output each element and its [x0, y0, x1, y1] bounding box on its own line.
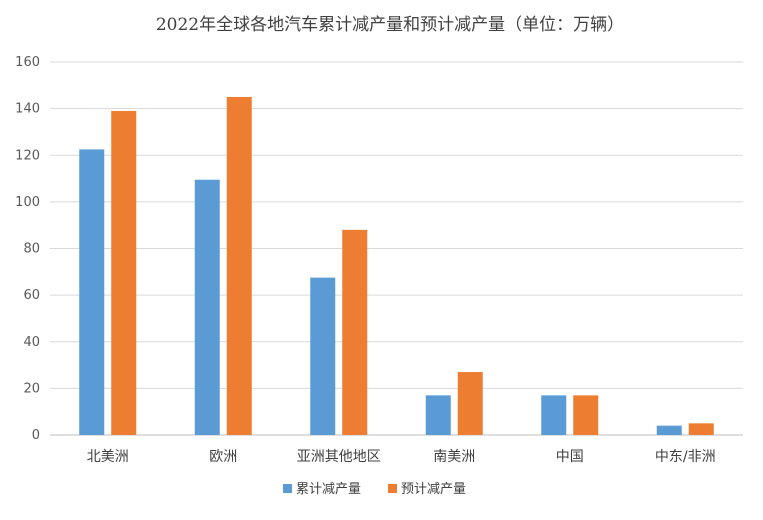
chart-title: 2022年全球各地汽车累计减产量和预计减产量（单位：万辆） — [156, 15, 624, 35]
legend-swatch — [283, 484, 292, 493]
y-tick-label: 60 — [23, 288, 40, 303]
legend: 累计减产量 预计减产量 — [283, 482, 466, 497]
x-category-label: 亚洲其他地区 — [297, 449, 381, 465]
bar-forecast — [226, 96, 252, 435]
y-tick-label: 40 — [23, 335, 40, 350]
bars — [79, 96, 714, 436]
legend-label: 预计减产量 — [401, 482, 466, 497]
y-tick-label: 140 — [15, 102, 40, 117]
x-axis-categories: 北美洲 欧洲 亚洲其他地区 南美洲 中国 中东/非洲 — [87, 449, 716, 465]
bar-forecast — [457, 372, 483, 435]
bar-forecast — [342, 229, 368, 435]
legend-swatch — [388, 484, 397, 493]
y-axis-ticks: 0 20 40 60 80 100 120 140 160 — [15, 55, 40, 443]
x-category-label: 中国 — [556, 449, 584, 465]
bar-cumulative — [656, 425, 682, 435]
bar-cumulative — [425, 395, 451, 435]
legend-label: 累计减产量 — [296, 482, 361, 497]
y-tick-label: 80 — [23, 242, 40, 257]
bar-cumulative — [194, 179, 220, 435]
bar-forecast — [111, 110, 137, 436]
x-category-label: 欧洲 — [209, 449, 237, 465]
bar-forecast — [573, 395, 599, 435]
bar-forecast — [688, 423, 714, 435]
y-tick-label: 0 — [32, 428, 40, 443]
x-category-label: 中东/非洲 — [655, 449, 716, 465]
y-tick-label: 160 — [15, 55, 40, 70]
y-tick-label: 120 — [15, 148, 40, 163]
bar-cumulative — [79, 149, 105, 435]
bar-cumulative — [541, 395, 567, 435]
bar-cumulative — [310, 277, 336, 435]
y-tick-label: 100 — [15, 195, 40, 210]
gridlines — [50, 61, 743, 436]
x-category-label: 北美洲 — [87, 449, 129, 465]
y-tick-label: 20 — [23, 381, 40, 396]
x-category-label: 南美洲 — [433, 449, 475, 465]
